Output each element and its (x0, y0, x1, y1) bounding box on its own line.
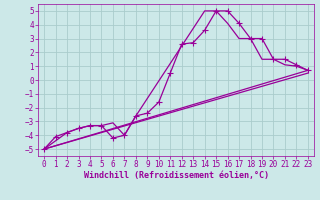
X-axis label: Windchill (Refroidissement éolien,°C): Windchill (Refroidissement éolien,°C) (84, 171, 268, 180)
